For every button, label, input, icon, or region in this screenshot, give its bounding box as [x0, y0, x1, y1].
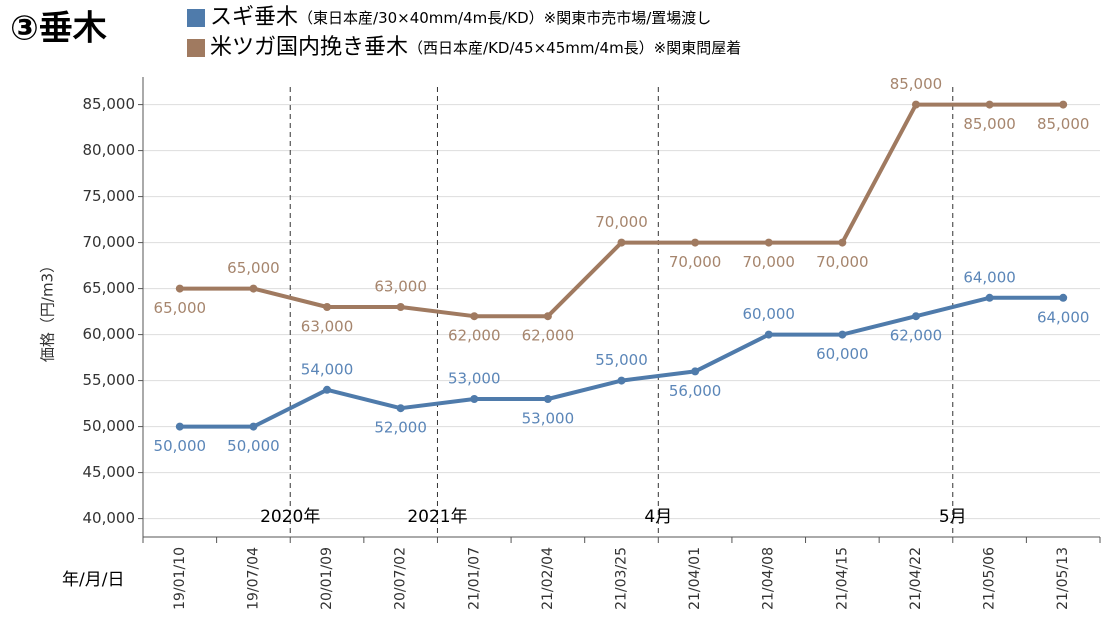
point — [1059, 100, 1068, 109]
x-tick-label: 21/05/13 — [1055, 547, 1071, 610]
legend-name: 米ツガ国内挽き垂木 — [210, 35, 408, 60]
y-tick-label: 75,000 — [83, 187, 136, 205]
x-tick-label: 21/04/22 — [908, 547, 924, 610]
x-tick-label: 19/01/10 — [172, 547, 188, 610]
point — [617, 238, 626, 247]
value-label: 60,000 — [742, 305, 795, 323]
value-label: 55,000 — [595, 351, 648, 369]
value-label: 70,000 — [816, 253, 869, 271]
point — [911, 100, 920, 109]
x-tick-label: 21/04/08 — [761, 547, 777, 610]
legend-swatch — [187, 39, 205, 57]
divider-label: 2021年 — [407, 507, 467, 527]
point — [764, 238, 773, 247]
x-axis-label: 年/月/日 — [62, 570, 124, 590]
x-tick-label: 21/05/06 — [982, 547, 998, 610]
x-tick-label: 21/01/07 — [466, 547, 482, 610]
value-label: 64,000 — [963, 268, 1016, 286]
point — [543, 395, 552, 403]
x-tick-label: 21/02/04 — [540, 547, 556, 610]
y-tick-label: 65,000 — [83, 279, 136, 297]
value-label: 63,000 — [301, 318, 354, 336]
value-label: 85,000 — [963, 115, 1016, 133]
value-label: 53,000 — [448, 370, 501, 388]
point — [691, 367, 700, 376]
point — [691, 238, 700, 247]
series-line — [179, 102, 1064, 319]
divider-label: 2020年 — [260, 507, 320, 527]
point — [911, 312, 920, 321]
x-tick-label: 21/04/15 — [834, 547, 850, 610]
x-tick-label: 20/01/09 — [319, 547, 335, 610]
y-tick-label: 55,000 — [83, 371, 136, 389]
legend-label: 米ツガ国内挽き垂木（西日本産/KD/45×45mm/4m長）※関東問屋着 — [210, 35, 741, 60]
y-tick-label: 50,000 — [83, 417, 136, 435]
y-tick-label: 45,000 — [83, 463, 136, 481]
x-tick-label: 21/03/25 — [614, 547, 630, 610]
point — [543, 312, 552, 321]
y-tick-label: 70,000 — [83, 233, 136, 251]
y-tick-label: 60,000 — [83, 325, 136, 343]
point — [249, 422, 258, 431]
value-label: 65,000 — [154, 299, 207, 317]
legend-detail: （東日本産/30×40mm/4m長/KD）※関東市売市場/置場渡し — [298, 9, 711, 27]
value-label: 65,000 — [227, 259, 280, 277]
chart-title: ③垂木 — [10, 9, 107, 49]
point — [396, 404, 405, 413]
point — [470, 395, 479, 403]
y-tick-label: 80,000 — [83, 141, 136, 159]
value-label: 50,000 — [227, 437, 280, 455]
y-tick-label: 85,000 — [83, 95, 136, 113]
point — [175, 284, 184, 293]
x-tick-label: 19/07/04 — [245, 547, 261, 610]
value-label: 60,000 — [816, 345, 869, 363]
legend-swatch — [187, 9, 205, 27]
value-label: 70,000 — [742, 253, 795, 271]
value-label: 62,000 — [890, 327, 943, 345]
point — [1059, 293, 1068, 302]
point — [764, 330, 773, 339]
point — [985, 293, 994, 302]
y-axis-label: 価格（円/m3） — [39, 258, 57, 362]
value-label: 62,000 — [448, 327, 501, 345]
divider-label: 5月 — [939, 507, 967, 527]
value-label: 56,000 — [669, 382, 722, 400]
point — [323, 385, 332, 394]
legend-detail: （西日本産/KD/45×45mm/4m長）※関東問屋着 — [408, 39, 741, 57]
value-label: 52,000 — [374, 419, 427, 437]
point — [838, 238, 847, 247]
point — [838, 330, 847, 339]
value-label: 50,000 — [154, 437, 207, 455]
x-tick-label: 21/04/01 — [687, 547, 703, 610]
point — [175, 422, 184, 431]
value-label: 64,000 — [1037, 308, 1090, 326]
x-tick-label: 20/07/02 — [393, 547, 409, 610]
divider-label: 4月 — [644, 507, 672, 527]
value-label: 63,000 — [374, 278, 427, 296]
value-label: 85,000 — [1037, 115, 1090, 133]
point — [470, 312, 479, 321]
value-label: 85,000 — [890, 75, 943, 93]
point — [617, 376, 626, 385]
point — [396, 303, 405, 311]
value-label: 70,000 — [595, 213, 648, 231]
point — [985, 100, 994, 109]
y-tick-label: 40,000 — [83, 509, 136, 527]
point — [323, 303, 332, 311]
legend-label: スギ垂木（東日本産/30×40mm/4m長/KD）※関東市売市場/置場渡し — [210, 5, 711, 30]
value-label: 54,000 — [301, 360, 354, 378]
legend-name: スギ垂木 — [210, 5, 298, 30]
point — [249, 284, 258, 293]
value-label: 53,000 — [522, 410, 575, 428]
value-label: 62,000 — [522, 327, 575, 345]
value-label: 70,000 — [669, 253, 722, 271]
